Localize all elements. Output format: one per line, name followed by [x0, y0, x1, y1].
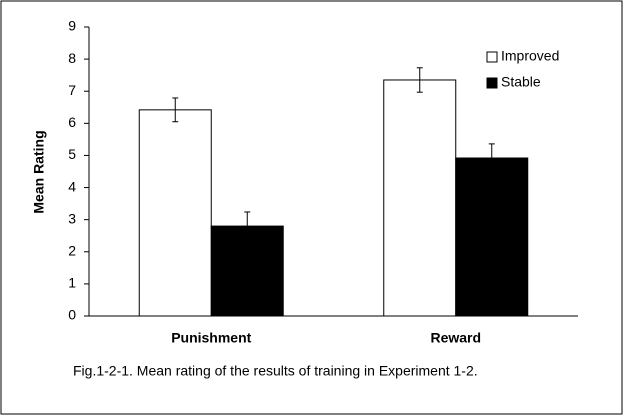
y-tick-label: 0	[68, 307, 76, 323]
y-tick-label: 1	[68, 275, 76, 291]
y-tick-label: 5	[68, 146, 76, 162]
y-tick-label: 6	[68, 114, 76, 130]
bar	[383, 79, 457, 317]
legend-label: Stable	[501, 74, 541, 90]
x-tick-label: Reward	[430, 330, 481, 346]
y-tick-label: 4	[68, 178, 76, 194]
y-axis-label: Mean Rating	[31, 130, 47, 213]
legend-label: Improved	[501, 48, 559, 64]
y-tick-label: 7	[68, 82, 76, 98]
y-tick-label: 3	[68, 210, 76, 226]
x-tick-label: Punishment	[171, 330, 251, 346]
legend-swatch	[486, 77, 498, 89]
y-tick-label: 2	[68, 242, 76, 258]
caption: Fig.1-2-1. Mean rating of the results of…	[73, 363, 478, 379]
bar	[210, 225, 284, 317]
bar	[455, 157, 529, 317]
y-tick-label: 9	[68, 18, 76, 34]
bar	[138, 109, 212, 317]
legend-swatch	[486, 51, 498, 63]
y-tick-label: 8	[68, 50, 76, 66]
